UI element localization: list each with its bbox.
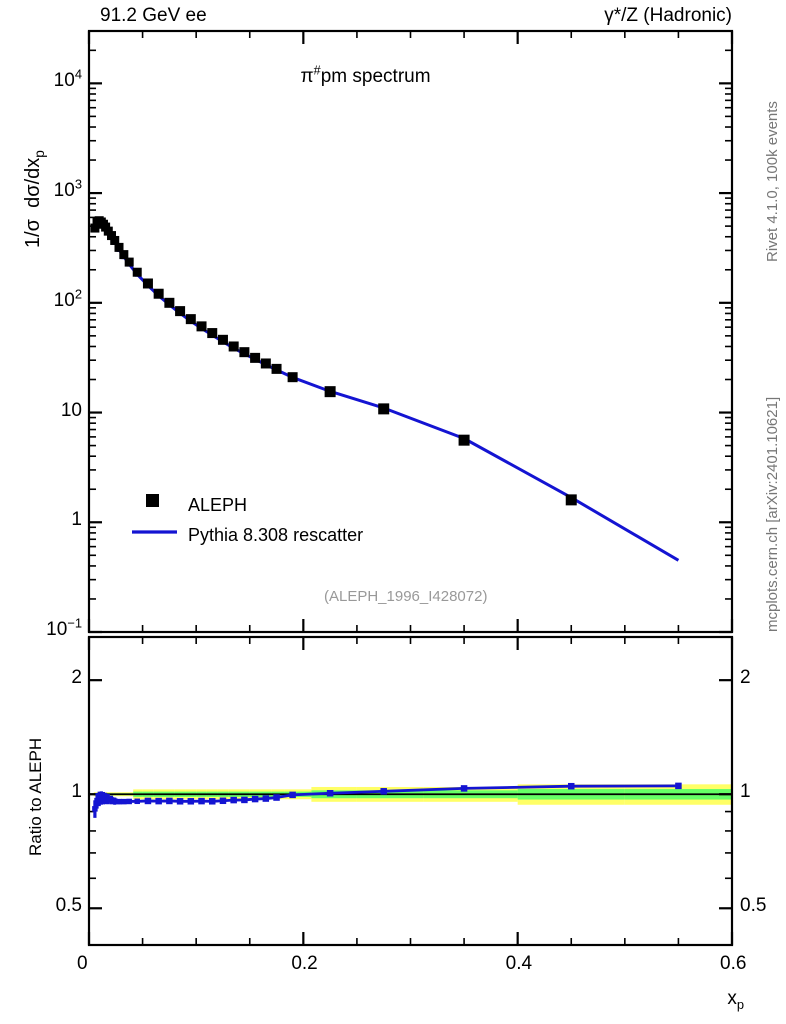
ratio-ytick-left-1: 1 <box>71 781 82 803</box>
aleph-data-point <box>110 235 120 245</box>
aleph-data-point <box>132 267 142 277</box>
analysis-id-watermark: (ALEPH_1996_I428072) <box>324 588 488 605</box>
xtick-1: 0.2 <box>291 953 318 974</box>
main-ytick-1: 103 <box>53 176 82 202</box>
series-aleph-main <box>90 216 577 506</box>
series-pythia-main <box>92 219 680 562</box>
mcplots-source-note: mcplots.cern.ch [arXiv:2401.10621] <box>764 396 781 632</box>
main-ytick-2: 102 <box>53 286 82 311</box>
aleph-data-point <box>124 257 134 267</box>
header-right-label: γ*/Z (Hadronic) <box>604 5 732 26</box>
aleph-data-point <box>185 314 196 325</box>
ratio-ytick-left-2: 0.5 <box>55 895 82 917</box>
ratio-ytick-right-0: 2 <box>740 667 751 689</box>
main-ytick-0: 104 <box>53 67 82 92</box>
ratio-ytick-left-0: 2 <box>71 667 82 689</box>
ratio-ytick-right-1: 1 <box>740 781 751 803</box>
plot-title-sup: # <box>313 62 321 78</box>
aleph-data-point <box>271 363 282 374</box>
aleph-data-point <box>250 352 261 363</box>
aleph-data-point <box>228 341 239 352</box>
aleph-data-point <box>114 242 124 252</box>
aleph-data-point <box>107 231 117 241</box>
main-panel-frame <box>87 29 734 634</box>
aleph-data-point <box>142 278 153 289</box>
aleph-data-point <box>287 372 298 383</box>
xtick-0: 0 <box>77 953 88 974</box>
aleph-data-point <box>260 358 271 369</box>
legend-label-aleph[interactable]: ALEPH <box>188 495 248 515</box>
main-ytick-3: 10 <box>60 399 82 421</box>
ratio-ytick-right-2: 0.5 <box>740 895 767 917</box>
aleph-data-point <box>565 494 577 506</box>
legend-label-pythia[interactable]: Pythia 8.308 rescatter <box>188 525 364 545</box>
series-pythia-ratio <box>92 782 682 818</box>
plot-title: π#pm spectrum <box>0 62 786 88</box>
x-axis-label: xp <box>727 988 744 1012</box>
rivet-version-note: Rivet 4.1.0, 100k events <box>764 101 781 262</box>
plot-title-base: π <box>300 66 314 87</box>
aleph-data-point <box>175 306 186 317</box>
aleph-data-point <box>196 321 207 332</box>
xtick-3: 0.6 <box>720 953 747 974</box>
main-ytick-4: 1 <box>71 509 82 531</box>
pythia-main-line <box>93 220 680 562</box>
aleph-data-point <box>378 403 390 415</box>
aleph-data-point <box>119 250 129 260</box>
aleph-data-point <box>207 328 218 339</box>
aleph-data-point <box>458 434 470 446</box>
ratio-panel-ticks <box>87 637 734 946</box>
aleph-data-point <box>217 334 228 345</box>
aleph-data-point <box>239 347 250 358</box>
aleph-data-point <box>153 288 164 299</box>
xtick-2: 0.4 <box>505 953 533 974</box>
main-ytick-5: 10−1 <box>46 615 82 640</box>
header-left-label: 91.2 GeV ee <box>100 5 207 26</box>
plot-title-rest: pm spectrum <box>320 66 431 87</box>
aleph-data-point <box>90 223 100 233</box>
main-y-axis-label: 1/σ dσ/dxp <box>22 150 47 248</box>
ratio-y-axis-label: Ratio to ALEPH <box>26 737 45 856</box>
aleph-data-point <box>164 297 175 308</box>
main-panel-ticks <box>87 30 734 634</box>
aleph-data-point <box>324 386 336 398</box>
legend-symbols <box>132 494 177 534</box>
